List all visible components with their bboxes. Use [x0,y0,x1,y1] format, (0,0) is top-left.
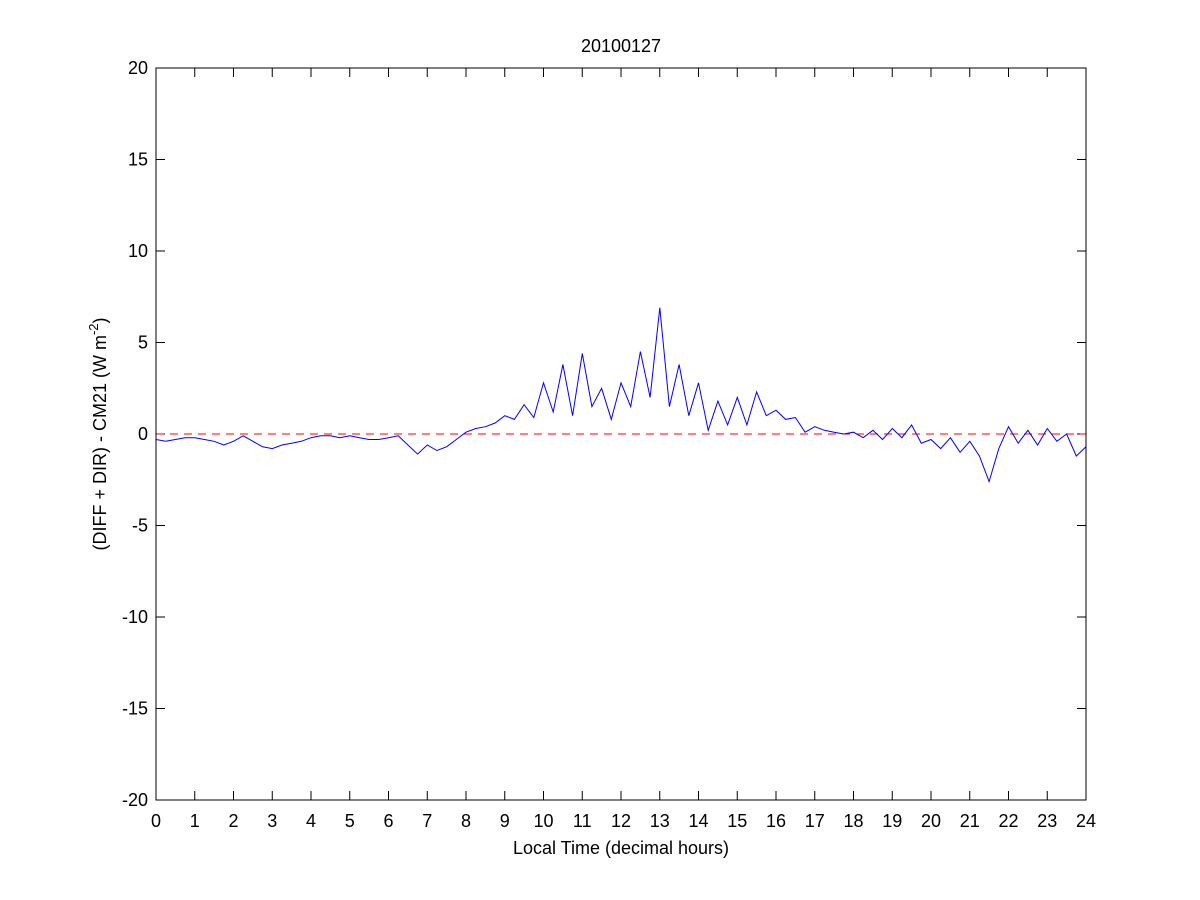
y-tick-label: 20 [128,58,148,78]
y-tick-label: 0 [138,424,148,444]
y-tick-label: 15 [128,150,148,170]
x-tick-label: 0 [151,811,161,831]
x-tick-label: 18 [843,811,863,831]
x-tick-label: 15 [727,811,747,831]
x-tick-label: 24 [1076,811,1096,831]
x-tick-label: 13 [650,811,670,831]
x-tick-label: 7 [422,811,432,831]
x-tick-label: 9 [500,811,510,831]
y-tick-label: -15 [122,699,148,719]
chart-title: 20100127 [581,36,661,56]
x-tick-label: 14 [688,811,708,831]
x-tick-label: 16 [766,811,786,831]
x-tick-label: 11 [573,811,592,831]
data-line [155,307,1087,484]
y-tick-label: 5 [138,333,148,353]
x-tick-label: 1 [190,811,200,831]
x-axis-label: Local Time (decimal hours) [513,838,729,858]
y-tick-label: -5 [132,516,148,536]
y-label-text: (DIFF + DIR) - CM21 (W m [90,335,110,550]
x-tick-label: 21 [960,811,980,831]
y-tick-label: 10 [128,241,148,261]
x-tick-label: 22 [998,811,1018,831]
x-tick-label: 10 [533,811,553,831]
x-tick-label: 2 [228,811,238,831]
x-tick-label: 6 [383,811,393,831]
x-tick-label: 8 [461,811,471,831]
x-tick-label: 23 [1037,811,1057,831]
y-label-end: ) [90,317,110,323]
y-label-sup: -2 [86,323,101,335]
plot-frame [155,67,1087,801]
x-tick-label: 17 [805,811,825,831]
x-tick-label: 5 [345,811,355,831]
x-tick-label: 19 [882,811,902,831]
x-tick-label: 12 [611,811,631,831]
x-tick-label: 20 [921,811,941,831]
y-axis-label: (DIFF + DIR) - CM21 (W m-2) [86,317,110,550]
y-tick-label: -20 [122,790,148,810]
y-tick-label: -10 [122,607,148,627]
x-tick-label: 3 [267,811,277,831]
x-tick-label: 4 [306,811,316,831]
